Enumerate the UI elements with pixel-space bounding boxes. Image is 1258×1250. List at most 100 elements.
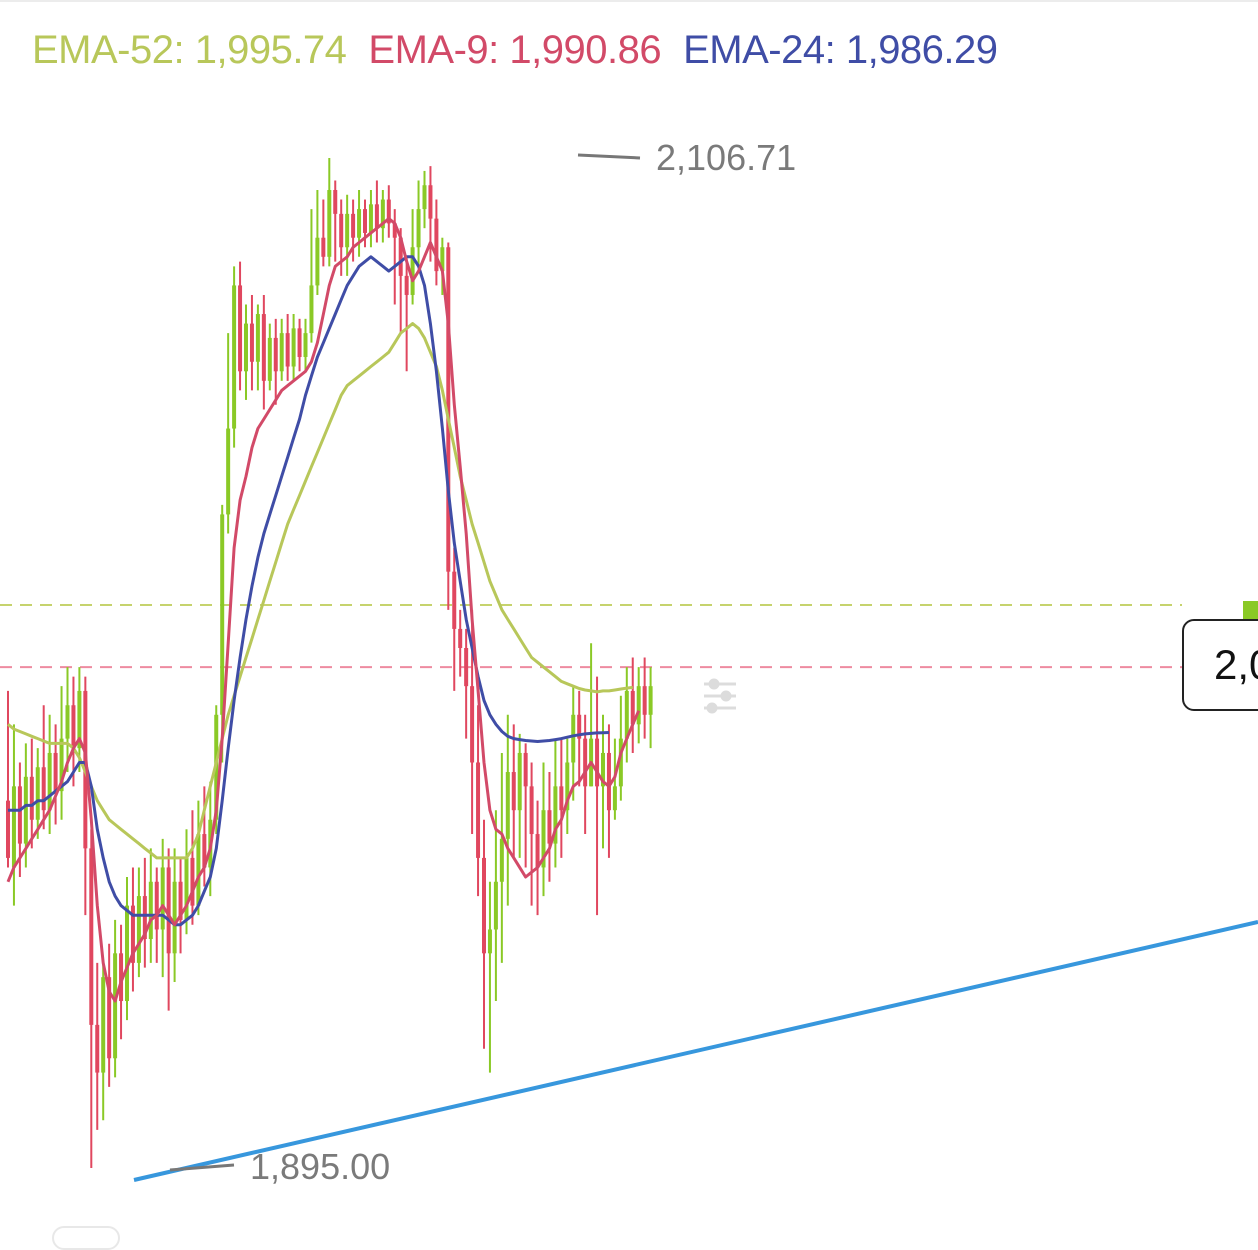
- candle[interactable]: [398, 228, 403, 334]
- candle[interactable]: [458, 609, 463, 677]
- candle[interactable]: [35, 748, 40, 839]
- candle[interactable]: [380, 190, 385, 243]
- candle[interactable]: [53, 724, 58, 825]
- candle[interactable]: [297, 318, 302, 372]
- candle[interactable]: [166, 848, 171, 1011]
- candle[interactable]: [559, 738, 564, 858]
- candle[interactable]: [285, 314, 290, 381]
- candle[interactable]: [184, 829, 189, 935]
- candle[interactable]: [351, 199, 356, 262]
- candle[interactable]: [523, 743, 528, 868]
- candle[interactable]: [71, 676, 76, 787]
- candle[interactable]: [517, 733, 522, 858]
- candle[interactable]: [178, 857, 183, 954]
- ema-24-line[interactable]: [8, 255, 610, 927]
- candle[interactable]: [83, 676, 88, 916]
- candle[interactable]: [648, 667, 653, 749]
- candle[interactable]: [327, 158, 332, 267]
- candle[interactable]: [273, 318, 278, 405]
- candle[interactable]: [493, 810, 498, 1002]
- candle[interactable]: [303, 318, 308, 372]
- legend-ema-9[interactable]: EMA-9: 1,990.86: [368, 28, 662, 72]
- candle[interactable]: [499, 752, 504, 963]
- candle[interactable]: [107, 943, 112, 1087]
- sliders-icon[interactable]: [700, 676, 740, 716]
- candle[interactable]: [404, 256, 409, 372]
- candle[interactable]: [77, 667, 82, 773]
- candle[interactable]: [261, 294, 266, 410]
- candle[interactable]: [618, 695, 623, 801]
- candle[interactable]: [249, 294, 254, 391]
- ema-9-line[interactable]: [6, 217, 641, 1003]
- candle[interactable]: [136, 867, 141, 978]
- candle[interactable]: [238, 261, 243, 391]
- legend-ema-24[interactable]: EMA-24: 1,986.29: [683, 28, 998, 72]
- candle[interactable]: [547, 772, 552, 882]
- candle[interactable]: [95, 962, 100, 1130]
- candle[interactable]: [541, 762, 546, 897]
- candle[interactable]: [505, 714, 510, 906]
- candle[interactable]: [624, 667, 629, 763]
- candle[interactable]: [47, 714, 52, 835]
- candle[interactable]: [565, 738, 570, 835]
- candle[interactable]: [482, 819, 486, 1049]
- candle[interactable]: [440, 237, 445, 295]
- candle[interactable]: [368, 190, 373, 248]
- bottom-handle[interactable]: [52, 1226, 120, 1250]
- candle[interactable]: [630, 657, 635, 753]
- candle[interactable]: [255, 304, 260, 391]
- candle[interactable]: [267, 323, 272, 391]
- candle[interactable]: [345, 194, 350, 276]
- candle[interactable]: [595, 676, 600, 916]
- current-price-tag[interactable]: 2,0: [1182, 619, 1258, 711]
- candle[interactable]: [101, 962, 106, 1121]
- candle[interactable]: [606, 724, 611, 858]
- candle[interactable]: [190, 810, 195, 925]
- support-trendline[interactable]: [133, 920, 1258, 1182]
- candle[interactable]: [511, 724, 516, 858]
- candle[interactable]: [29, 738, 34, 849]
- candle[interactable]: [529, 762, 534, 906]
- candle[interactable]: [226, 333, 231, 534]
- candle[interactable]: [374, 180, 379, 243]
- candle[interactable]: [142, 857, 147, 968]
- candle[interactable]: [172, 848, 177, 982]
- candle[interactable]: [6, 690, 10, 868]
- candle[interactable]: [321, 199, 326, 267]
- legend-ema-52[interactable]: EMA-52: 1,995.74: [32, 28, 347, 72]
- candle[interactable]: [577, 690, 582, 787]
- candle[interactable]: [125, 876, 129, 1021]
- candle[interactable]: [291, 314, 296, 381]
- candle[interactable]: [386, 185, 391, 238]
- candle[interactable]: [422, 170, 427, 229]
- candle[interactable]: [309, 209, 314, 343]
- candle[interactable]: [535, 800, 540, 916]
- candle[interactable]: [65, 667, 70, 773]
- candle[interactable]: [476, 705, 481, 897]
- candle[interactable]: [196, 800, 201, 916]
- candle[interactable]: [130, 867, 135, 992]
- ema-52-line[interactable]: [7, 322, 633, 860]
- candle[interactable]: [333, 180, 338, 262]
- candle[interactable]: [416, 180, 421, 267]
- candle[interactable]: [487, 881, 492, 1073]
- candle[interactable]: [434, 199, 439, 286]
- candle[interactable]: [464, 628, 469, 739]
- candle[interactable]: [315, 190, 320, 295]
- candle[interactable]: [636, 667, 641, 744]
- candle[interactable]: [452, 547, 457, 691]
- candle[interactable]: [357, 190, 362, 257]
- candle[interactable]: [41, 705, 46, 830]
- candle[interactable]: [89, 829, 94, 1168]
- candle[interactable]: [59, 686, 64, 820]
- candle[interactable]: [232, 266, 237, 448]
- candle[interactable]: [642, 657, 647, 739]
- candle[interactable]: [148, 848, 153, 963]
- candle[interactable]: [553, 738, 558, 868]
- candle[interactable]: [244, 304, 248, 400]
- candle[interactable]: [279, 318, 284, 381]
- candle-body: [41, 767, 46, 811]
- candle[interactable]: [571, 686, 576, 801]
- candle[interactable]: [11, 724, 16, 906]
